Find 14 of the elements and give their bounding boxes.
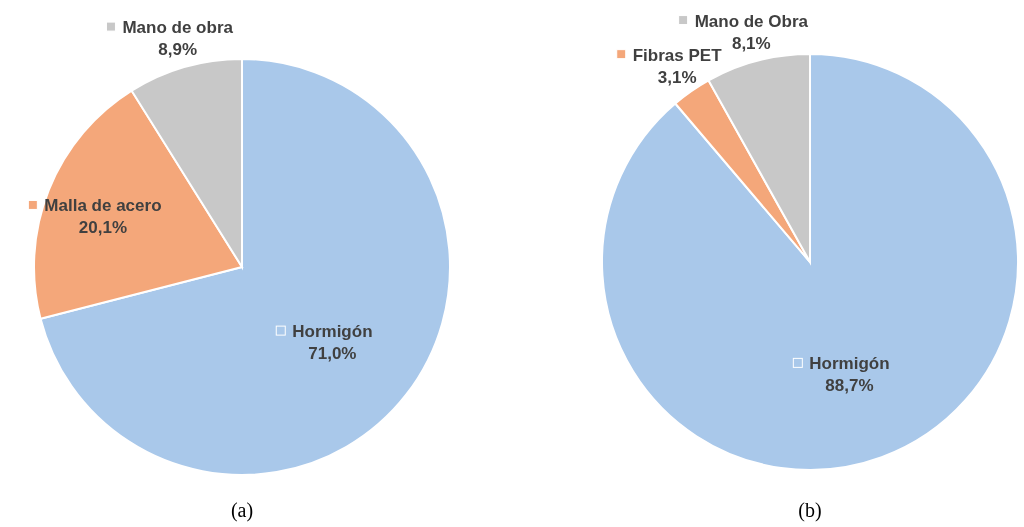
data-label: 20,1% <box>78 218 128 238</box>
legend-label: Hormigón <box>292 322 373 342</box>
legend-label: Mano de obra <box>122 18 234 38</box>
data-label: 88,7% <box>825 376 874 396</box>
data-label: 71,0% <box>308 344 357 364</box>
data-label: 3,1% <box>657 67 697 87</box>
data-label: 8,1% <box>731 33 771 53</box>
text: (a) <box>230 499 254 522</box>
legend-label: Fibras PET <box>632 45 723 65</box>
legend-label: Hormigón <box>809 354 890 374</box>
text: (b) <box>798 499 822 522</box>
legend-label: Mano de Obra <box>694 11 809 31</box>
legend-label: Malla de acero <box>44 196 162 216</box>
data-label: 8,9% <box>158 40 198 60</box>
